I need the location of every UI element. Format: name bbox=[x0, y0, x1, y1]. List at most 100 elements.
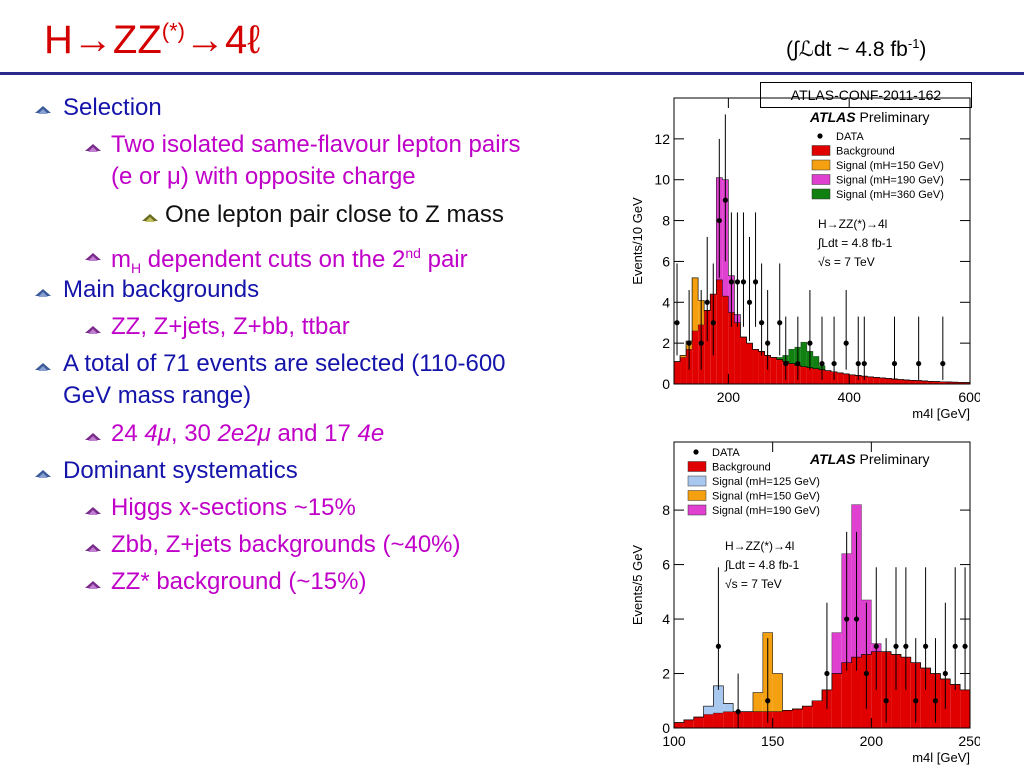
x-tick-label: 250 bbox=[958, 733, 980, 749]
hist-bar bbox=[843, 373, 850, 384]
data-point bbox=[913, 698, 919, 704]
data-point bbox=[831, 360, 837, 367]
hist-bar bbox=[680, 355, 687, 358]
bullet-higgs-xsec: Higgs x-sections ~15% bbox=[111, 494, 356, 521]
data-point bbox=[752, 279, 759, 285]
data-point bbox=[716, 217, 722, 224]
bullet-marker-icon bbox=[85, 326, 101, 334]
hist-bar bbox=[849, 374, 856, 384]
bullet-zzstar: ZZ* background (~15%) bbox=[111, 568, 367, 595]
x-axis-label: m4l [GeV] bbox=[912, 750, 970, 765]
legend-label: Signal (mH=190 GeV) bbox=[712, 505, 820, 517]
title-sup: (*) bbox=[161, 18, 185, 44]
count-d: 2e2μ bbox=[217, 420, 271, 447]
data-point bbox=[940, 360, 946, 367]
hist-bar bbox=[802, 706, 813, 728]
plot-frame bbox=[673, 97, 971, 385]
data-point bbox=[783, 360, 789, 367]
hist-bar bbox=[693, 717, 704, 728]
legend-marker bbox=[693, 449, 699, 455]
data-point bbox=[903, 643, 909, 649]
info-label: H→ZZ(*)→4l bbox=[725, 539, 794, 553]
data-point bbox=[734, 279, 741, 285]
hist-bar bbox=[921, 380, 928, 384]
hist-bar bbox=[933, 381, 940, 384]
mh-m: m bbox=[111, 246, 131, 273]
bullet-systematics: Dominant systematics bbox=[63, 457, 298, 484]
data-point bbox=[746, 299, 753, 305]
bullet-mh-cuts: mH dependent cuts on the 2nd pair bbox=[111, 237, 468, 284]
legend-label: DATA bbox=[836, 131, 864, 143]
x-tick-label: 600 bbox=[958, 389, 980, 405]
hist-bar bbox=[851, 657, 862, 728]
data-point bbox=[932, 698, 939, 704]
data-point bbox=[777, 320, 783, 326]
x-tick-label: 200 bbox=[717, 389, 741, 405]
y-axis-label: Events/10 GeV bbox=[630, 197, 645, 285]
hist-bar bbox=[963, 382, 970, 384]
lumi-suffix: ) bbox=[919, 38, 927, 61]
data-point bbox=[952, 643, 958, 649]
data-point bbox=[873, 643, 879, 649]
y-tick-label: 4 bbox=[662, 294, 670, 310]
hist-bar bbox=[885, 378, 892, 384]
legend-swatch bbox=[811, 188, 831, 200]
hist-bar bbox=[752, 349, 759, 384]
y-tick-label: 2 bbox=[662, 335, 670, 351]
bullet-marker-icon bbox=[85, 581, 101, 589]
atlas-label-bold: ATLAS bbox=[809, 109, 860, 125]
bullet-total-events-1: A total of 71 events are selected (110-6… bbox=[63, 350, 506, 377]
y-tick-label: 8 bbox=[662, 213, 670, 229]
hist-bar bbox=[891, 378, 898, 384]
bullet-z-mass: One lepton pair close to Z mass bbox=[165, 201, 504, 228]
slide-title: H→ZZ(*)→4ℓ bbox=[44, 18, 260, 63]
x-tick-label: 200 bbox=[860, 733, 884, 749]
data-point bbox=[824, 670, 830, 677]
hist-bar bbox=[806, 367, 813, 384]
count-c: , 30 bbox=[170, 420, 218, 447]
y-tick-label: 6 bbox=[662, 557, 670, 573]
hist-bar bbox=[746, 343, 753, 384]
data-point bbox=[855, 360, 861, 367]
legend-label: Background bbox=[712, 462, 771, 474]
hist-bar bbox=[788, 349, 795, 364]
hist-bar bbox=[915, 380, 922, 384]
hist-bar bbox=[812, 700, 822, 728]
hist-bar bbox=[713, 685, 724, 714]
hist-bar bbox=[950, 684, 961, 728]
mh-end: pair bbox=[420, 246, 468, 273]
atlas-label-suffix: Preliminary bbox=[860, 109, 930, 125]
bullet-zbb: Zbb, Z+jets backgrounds (~40%) bbox=[111, 531, 461, 558]
hist-bar bbox=[704, 310, 711, 384]
data-point bbox=[698, 340, 704, 346]
mass-histogram-low: 0 2 4 6 8 100 150 200 250 Events/5 GeV m4l [GeV] AT… bbox=[630, 441, 980, 765]
bullet-marker-icon bbox=[35, 470, 51, 478]
legend-label: Signal (mH=150 GeV) bbox=[836, 160, 944, 172]
hist-bar bbox=[722, 296, 729, 384]
hist-bar bbox=[772, 711, 783, 728]
hist-bar bbox=[871, 651, 882, 728]
mh-sup: nd bbox=[405, 245, 421, 261]
title-main: H→ZZ bbox=[44, 18, 162, 62]
hist-bar bbox=[792, 708, 803, 728]
data-point bbox=[844, 616, 850, 622]
legend-label: Background bbox=[836, 146, 895, 158]
hist-bar bbox=[897, 379, 904, 384]
conf-note: ATLAS-CONF-2011-162 bbox=[760, 82, 972, 108]
title-divider bbox=[0, 72, 1024, 75]
legend-marker bbox=[817, 133, 823, 139]
bullet-marker-icon bbox=[85, 544, 101, 552]
data-point bbox=[722, 197, 728, 203]
hist-bar bbox=[861, 376, 868, 384]
hist-bar bbox=[920, 668, 931, 728]
bullet-selection: Selection bbox=[63, 94, 162, 121]
hist-bar bbox=[743, 711, 753, 728]
y-tick-label: 10 bbox=[654, 172, 670, 188]
bullet-marker-icon bbox=[85, 433, 101, 441]
x-tick-label: 150 bbox=[761, 733, 785, 749]
hist-bar bbox=[960, 689, 970, 728]
mass-histogram-wide: 0 2 4 6 8 10 12 200 400 600 Events/10 GeV m4l [GeV]… bbox=[630, 97, 980, 421]
hist-bar bbox=[951, 382, 958, 384]
legend-swatch bbox=[811, 145, 831, 156]
hist-bar bbox=[713, 713, 724, 728]
